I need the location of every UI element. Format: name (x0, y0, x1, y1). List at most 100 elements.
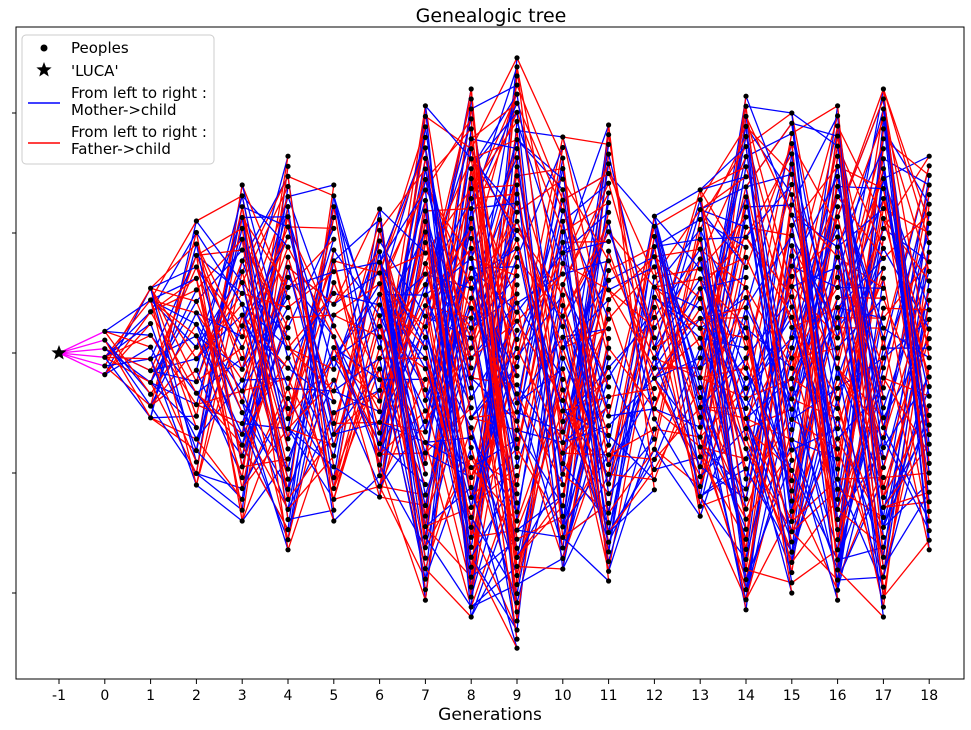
person-marker (514, 373, 520, 379)
mother-child-link (745, 460, 793, 580)
mother-child-link (562, 309, 610, 527)
mother-child-link (149, 323, 198, 451)
person-marker (331, 225, 337, 231)
father-child-link (149, 299, 198, 486)
person-marker (560, 492, 566, 498)
father-child-link (287, 271, 335, 309)
father-child-link (699, 189, 747, 268)
person-marker (468, 116, 474, 122)
person-marker (285, 375, 291, 381)
father-child-link (745, 448, 793, 533)
person-marker (880, 96, 887, 102)
person-marker (285, 476, 291, 482)
father-child-link (882, 337, 930, 550)
mother-child-link (653, 228, 701, 288)
person-marker (422, 597, 428, 603)
person-marker (880, 305, 887, 311)
person-marker (651, 254, 658, 260)
person-marker (468, 544, 474, 550)
person-marker (697, 365, 703, 371)
person-marker (422, 408, 428, 414)
father-child-link (516, 66, 564, 306)
mother-child-link (516, 112, 564, 527)
person-marker (468, 186, 474, 192)
person-marker (193, 333, 199, 339)
person-marker (422, 576, 428, 582)
mother-child-link (104, 287, 152, 375)
mother-child-link (424, 447, 472, 580)
father-child-link (745, 337, 793, 419)
person-marker (743, 194, 749, 200)
father-child-link (424, 526, 472, 578)
father-child-link (654, 199, 701, 227)
mother-child-link (562, 144, 610, 464)
father-child-link (104, 331, 152, 395)
person-marker (285, 163, 291, 169)
father-child-link (516, 389, 564, 522)
person-marker (285, 294, 291, 301)
person-marker (606, 558, 612, 565)
person-marker (377, 398, 383, 404)
person-marker (606, 219, 612, 225)
father-child-link (699, 166, 747, 191)
person-marker (789, 426, 795, 433)
mother-child-link (562, 377, 610, 528)
person-marker (377, 494, 383, 500)
person-marker (926, 278, 932, 284)
mother-child-link (699, 186, 747, 211)
person-marker (514, 391, 520, 397)
person-marker (697, 325, 703, 331)
person-marker (880, 365, 887, 371)
person-marker (468, 604, 474, 610)
mother-child-link (333, 195, 381, 402)
person-marker (468, 594, 474, 600)
person-marker (331, 366, 337, 372)
person-marker (331, 518, 337, 524)
person-marker (697, 503, 703, 509)
father-child-link (516, 565, 563, 570)
mother-child-link (836, 246, 885, 618)
person-marker (789, 580, 795, 586)
legend-peoples-label: Peoples (71, 39, 129, 57)
person-marker (880, 325, 887, 331)
person-marker (835, 577, 841, 583)
person-marker (239, 323, 245, 329)
person-marker (468, 345, 474, 351)
person-marker (560, 366, 566, 372)
person-marker (239, 214, 245, 221)
person-marker (468, 195, 474, 202)
person-marker (285, 214, 291, 220)
x-tick-label: 6 (375, 688, 384, 704)
person-marker (926, 259, 932, 265)
person-marker (331, 399, 337, 405)
person-marker (835, 395, 841, 402)
person-marker (743, 597, 749, 603)
person-marker (514, 645, 520, 651)
people-layer (51, 55, 932, 651)
person-marker (606, 549, 612, 555)
person-marker (514, 354, 520, 361)
person-marker (468, 395, 474, 401)
mother-child-link (516, 221, 564, 327)
luca-marker (51, 345, 67, 360)
person-marker (514, 245, 520, 252)
person-marker (377, 227, 383, 233)
person-marker (789, 569, 795, 576)
person-marker (651, 274, 658, 280)
y-axis-ticks (12, 112, 16, 594)
mother-child-link (195, 254, 243, 294)
person-marker (331, 269, 337, 275)
person-marker (835, 183, 841, 190)
person-marker (835, 526, 841, 533)
person-marker (514, 273, 520, 279)
father-child-link (470, 556, 518, 649)
person-marker (239, 312, 245, 318)
person-marker (331, 485, 337, 492)
person-marker (789, 284, 795, 290)
person-marker (377, 441, 383, 447)
person-marker (560, 144, 566, 151)
person-marker (239, 301, 245, 307)
person-marker (422, 513, 428, 519)
mother-child-link (379, 240, 426, 317)
person-marker (606, 461, 612, 468)
